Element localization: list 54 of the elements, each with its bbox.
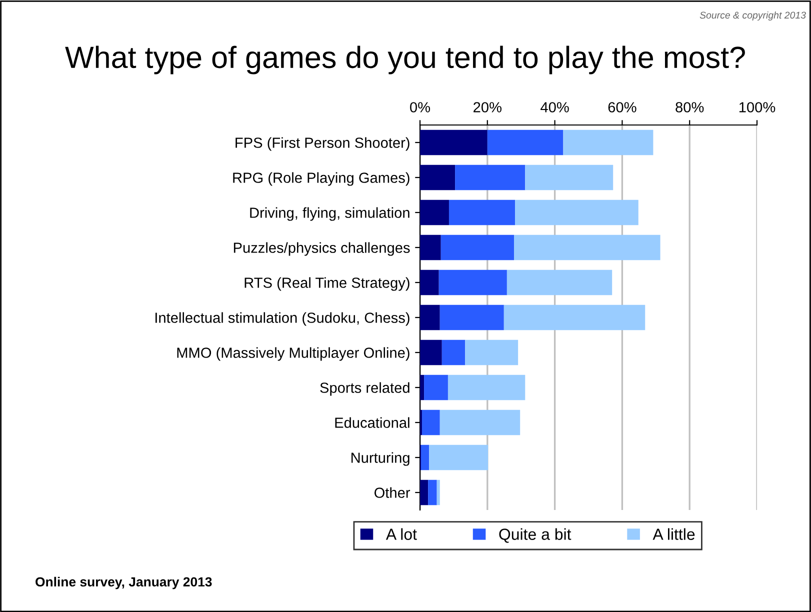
x-tick-label: 40% bbox=[540, 102, 569, 112]
bar bbox=[420, 304, 440, 330]
bar bbox=[504, 304, 646, 330]
bar bbox=[514, 234, 660, 260]
bar bbox=[420, 234, 441, 260]
x-tick-label: 80% bbox=[676, 102, 704, 112]
y-tick-label: Intellectual stimulation (Sudoku, Chess) bbox=[156, 312, 410, 326]
y-tick-label: Sports related bbox=[320, 382, 410, 396]
bar bbox=[420, 340, 442, 366]
text: Online survey, January 2013 bbox=[36, 576, 212, 590]
bar bbox=[420, 130, 488, 156]
bar bbox=[440, 304, 504, 330]
bar bbox=[448, 200, 516, 226]
bar bbox=[487, 130, 564, 156]
bar bbox=[424, 374, 448, 400]
bar bbox=[440, 234, 514, 260]
bar bbox=[440, 410, 520, 436]
x-tick-label: 20% bbox=[474, 102, 502, 112]
bar bbox=[455, 164, 526, 190]
legend-label: A lot bbox=[386, 528, 417, 540]
bar bbox=[429, 444, 488, 470]
y-tick-label: Other bbox=[374, 487, 410, 498]
y-tick-label: Educational bbox=[335, 417, 410, 428]
bar bbox=[465, 340, 518, 366]
bar bbox=[448, 374, 526, 400]
bar bbox=[420, 270, 439, 296]
y-tick-label: RPG (Role Playing Games) bbox=[233, 172, 410, 186]
bar bbox=[428, 480, 437, 506]
legend-label: Quite a bit bbox=[499, 528, 572, 543]
bar bbox=[436, 480, 440, 506]
bar bbox=[515, 200, 638, 226]
y-tick-label: Driving, flying, simulation bbox=[250, 207, 410, 221]
y-tick-label: RTS (Real Time Strategy) bbox=[244, 277, 410, 291]
y-tick-label: Nurturing bbox=[352, 452, 410, 466]
bar bbox=[506, 270, 612, 296]
x-tick-label: 100% bbox=[739, 102, 776, 112]
bar bbox=[525, 164, 614, 190]
legend-label: A little bbox=[652, 528, 695, 540]
bar bbox=[420, 374, 424, 400]
source-note: Source & copyright 2013 bbox=[700, 11, 806, 21]
bar bbox=[421, 444, 430, 470]
bar bbox=[420, 480, 428, 506]
y-tick-label: Puzzles/physics challenges bbox=[234, 242, 410, 256]
x-tick-label: 60% bbox=[608, 102, 636, 112]
x-tick-label: 0% bbox=[410, 102, 430, 112]
bar bbox=[438, 270, 507, 296]
y-tick-label: MMO (Massively Multiplayer Online) bbox=[177, 347, 410, 361]
bar bbox=[442, 340, 466, 366]
bar bbox=[422, 410, 440, 436]
chart-title: What type of games do you tend to play the most? bbox=[65, 46, 745, 74]
y-tick-label: FPS (First Person Shooter) bbox=[236, 137, 410, 151]
bar bbox=[420, 200, 449, 226]
bar bbox=[420, 164, 456, 190]
bar bbox=[563, 130, 654, 156]
